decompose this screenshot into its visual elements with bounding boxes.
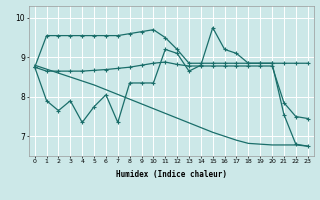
X-axis label: Humidex (Indice chaleur): Humidex (Indice chaleur) xyxy=(116,170,227,179)
